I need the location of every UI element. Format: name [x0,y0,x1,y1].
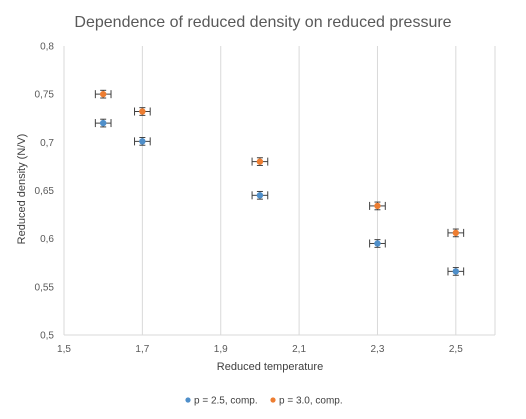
data-point [99,90,107,98]
x-tick-label: 1,5 [57,344,71,355]
legend-label: p = 3.0, comp. [279,396,343,407]
data-point [374,202,381,210]
legend-entry-2: p = 3.0, comp. [270,396,343,407]
y-tick-label: 0,65 [35,186,55,197]
data-point [99,119,107,127]
series-2 [94,89,465,238]
legend-marker [270,397,276,403]
grid [63,46,496,336]
y-tick-label: 0,55 [35,282,55,293]
data-point [256,158,264,165]
x-tick-label: 1,9 [214,344,228,355]
x-tick-label: 2,5 [449,344,463,355]
data-point [374,240,381,247]
legend: p = 2.5, comp. p = 3.0, comp. [185,396,343,407]
y-tick-label: 0,7 [40,138,54,149]
tick-labels: 1,5 1,7 1,9 2,1 2,3 2,5 0,5 0,55 0,6 0,65 0,7 0,75 0… [35,42,464,356]
legend-entry-1: p = 2.5, comp. [185,396,258,407]
chart-title: Dependence of reduced density on reduced… [74,14,451,31]
legend-label: p = 2.5, comp. [194,396,258,407]
legend-marker [185,397,191,403]
data-point [139,108,146,115]
y-tick-label: 0,8 [40,42,54,53]
x-axis-label: Reduced temperature [217,361,323,373]
y-axis-label: Reduced density (N/V) [16,134,28,245]
data-points [94,89,465,276]
error-bar [251,157,269,166]
series-1 [94,118,465,276]
data-point [139,138,146,145]
y-tick-label: 0,5 [40,331,54,342]
y-tick-label: 0,75 [35,90,55,101]
x-tick-label: 2,1 [292,344,306,355]
data-point [452,229,460,237]
x-tick-label: 2,3 [371,344,385,355]
data-point [452,268,460,275]
data-point [256,192,264,199]
y-tick-label: 0,6 [40,234,54,245]
x-tick-label: 1,7 [135,344,149,355]
